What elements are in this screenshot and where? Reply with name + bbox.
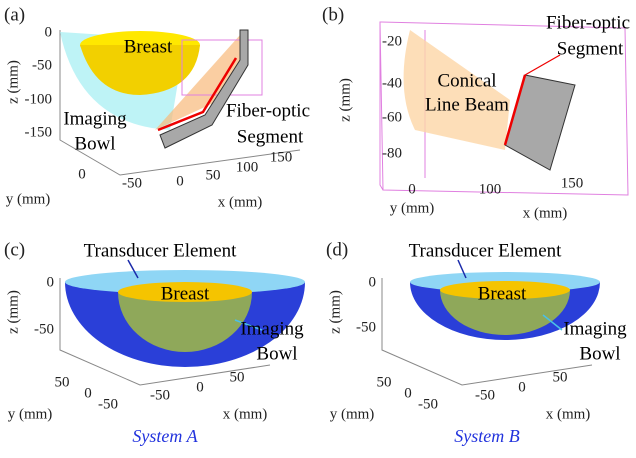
annotation: Segment	[237, 126, 304, 147]
x-tick: 150	[561, 175, 584, 191]
annotation: Imaging	[63, 108, 127, 129]
x-tick: 100	[236, 159, 259, 175]
annotation: Transducer Element	[84, 240, 238, 261]
z-label: z (mm)	[5, 290, 21, 334]
panel-label: (a)	[4, 4, 25, 25]
panel-b: (b) Conical Line Beam Fiber-optic Segmen…	[322, 4, 630, 221]
y-label: y (mm)	[330, 406, 375, 422]
z-tick: -150	[25, 124, 53, 140]
annotation: Segment	[557, 38, 624, 59]
x-label: x (mm)	[523, 205, 568, 221]
z-tick: -100	[25, 91, 53, 107]
annotation: Conical	[437, 70, 496, 91]
z-tick: -50	[356, 319, 376, 335]
annotation: Fiber-optic	[226, 100, 310, 121]
x-label: x (mm)	[218, 194, 263, 210]
z-tick: -60	[382, 109, 402, 125]
x-tick: 50	[206, 167, 221, 183]
annotation: Bowl	[579, 343, 620, 364]
annotation: Fiber-optic	[546, 12, 630, 33]
pointer	[525, 55, 560, 75]
y-label: y (mm)	[8, 406, 53, 422]
y-tick: -50	[418, 396, 438, 412]
x-tick: 150	[270, 149, 293, 165]
z-tick: -40	[382, 75, 402, 91]
x-tick: -50	[122, 175, 142, 191]
y-label: y (mm)	[6, 191, 51, 207]
x-tick: 0	[176, 173, 184, 189]
y-tick: 0	[408, 181, 416, 197]
z-tick: 0	[45, 24, 53, 40]
z-label: z (mm)	[5, 60, 21, 104]
x-label: x (mm)	[546, 406, 591, 422]
annotation: Transducer Element	[409, 240, 563, 261]
y-tick: 50	[55, 374, 70, 390]
z-label: z (mm)	[327, 290, 343, 334]
x-label: x (mm)	[223, 406, 268, 422]
panel-c: (c) Transducer Element Breast Imaging Bo…	[4, 239, 305, 446]
x-tick: 0	[196, 379, 204, 395]
annotation: Breast	[478, 283, 527, 304]
x-tick: 100	[479, 181, 502, 197]
segment	[505, 75, 575, 170]
x-tick: 50	[230, 369, 245, 385]
panel-label: (d)	[326, 239, 348, 260]
z-tick: 0	[369, 274, 377, 290]
annotation: Line Beam	[425, 94, 509, 115]
z-tick: -50	[34, 321, 54, 337]
z-tick: -50	[32, 57, 52, 73]
annotation: Bowl	[74, 133, 115, 154]
caption: System A	[132, 426, 198, 446]
z-tick: -80	[382, 145, 402, 161]
x-tick: 50	[553, 369, 568, 385]
annotation: Bowl	[256, 343, 297, 364]
y-tick: 0	[84, 385, 92, 401]
figure: (a) Breast Imaging Bowl Fiber-optic Segm…	[0, 0, 636, 458]
caption: System B	[454, 426, 519, 446]
x-tick: -50	[150, 387, 170, 403]
z-tick: 0	[47, 274, 55, 290]
x-tick: 0	[518, 379, 526, 395]
y-label: y (mm)	[390, 200, 435, 216]
z-label: z (mm)	[337, 78, 353, 122]
annotation: Imaging	[240, 318, 304, 339]
z-tick: -20	[382, 33, 402, 49]
x-tick: -50	[475, 387, 495, 403]
annotation: Breast	[161, 283, 210, 304]
panel-label: (c)	[4, 239, 25, 260]
panel-d: (d) Transducer Element Breast Imaging Bo…	[326, 239, 627, 446]
annotation: Imaging	[563, 318, 627, 339]
panel-a: (a) Breast Imaging Bowl Fiber-optic Segm…	[4, 4, 310, 210]
y-tick: -50	[98, 396, 118, 412]
y-tick: 50	[377, 374, 392, 390]
annotation: Breast	[124, 36, 173, 57]
y-tick: 0	[404, 385, 412, 401]
panel-label: (b)	[322, 4, 344, 25]
y-tick: 0	[78, 166, 86, 182]
